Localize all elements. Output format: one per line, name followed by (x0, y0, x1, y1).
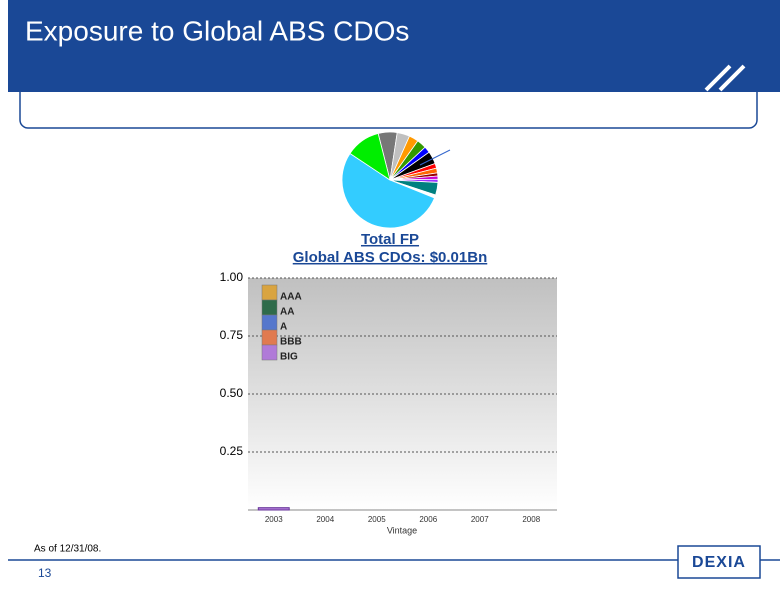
x-tick-label: 2008 (522, 515, 540, 524)
chart-title: Total FP (361, 231, 419, 248)
footnote: As of 12/31/08. (34, 544, 101, 555)
logo-box (677, 545, 761, 579)
legend-swatch (261, 299, 278, 316)
x-tick-label: 2004 (316, 515, 334, 524)
legend-label: BBB (280, 337, 302, 348)
legend-label: AAA (280, 292, 302, 303)
legend-swatch (261, 314, 278, 331)
chart-subtitle: Global ABS CDOs: $0.01Bn (293, 249, 488, 266)
x-tick-label: 2003 (265, 515, 283, 524)
header-band-top (8, 0, 780, 92)
y-tick-label: 0.50 (220, 386, 244, 400)
pie-slice (341, 152, 436, 229)
legend-swatch (261, 329, 278, 346)
page-number: 13 (38, 566, 52, 580)
x-tick-label: 2007 (471, 515, 489, 524)
y-tick-label: 0.75 (220, 328, 244, 342)
x-tick-label: 2006 (419, 515, 437, 524)
bar-chart: 0.25 0.50 0.75 1.00 2003 2004 2005 2006 2007 2008… (220, 270, 557, 524)
y-tick-label: 1.00 (220, 270, 244, 284)
legend-label: A (280, 322, 287, 333)
bar-segment (257, 507, 290, 511)
header-slashes (704, 64, 746, 92)
logo: DEXIA (692, 554, 746, 571)
legend-label: AA (280, 307, 294, 318)
y-tick-label: 0.25 (220, 444, 244, 458)
legend-swatch (261, 344, 278, 361)
x-axis-label: Vintage (387, 525, 417, 535)
pie-slice (349, 133, 391, 181)
x-tick-label: 2005 (368, 515, 386, 524)
legend-label: BIG (280, 352, 298, 363)
pie-chart (341, 131, 439, 229)
leader-line (419, 149, 451, 166)
slide-title: Exposure to Global ABS CDOs (25, 15, 409, 46)
legend-swatch (261, 284, 278, 301)
